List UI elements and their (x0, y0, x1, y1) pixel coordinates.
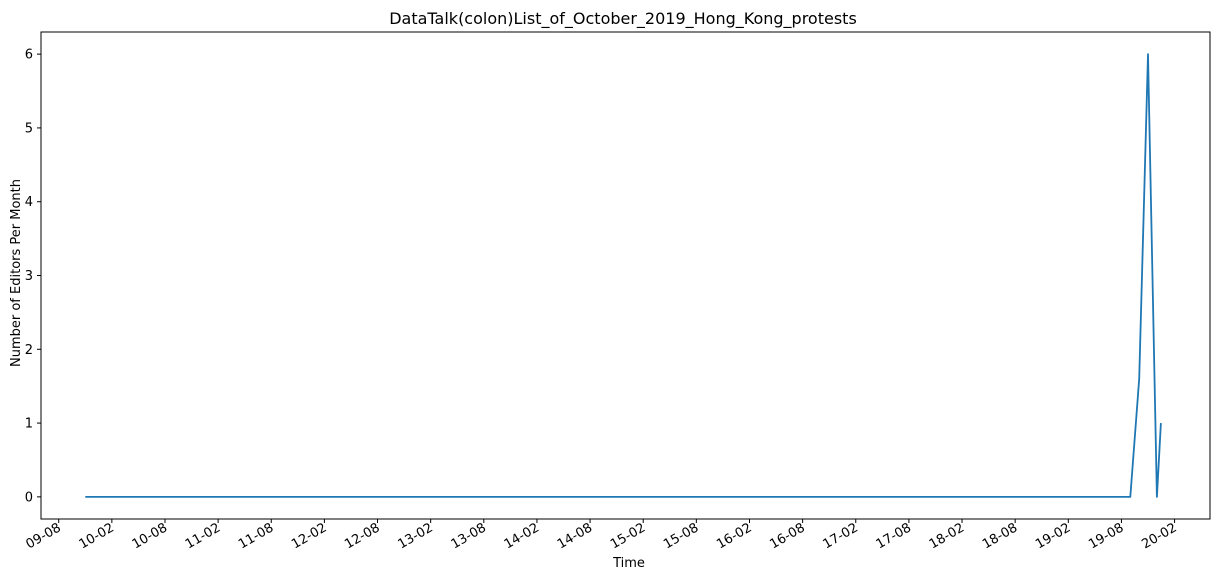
x-tick-label: 17-08 (874, 520, 914, 552)
x-tick-label: 19-02 (1033, 520, 1073, 552)
y-tick-label: 0 (25, 490, 33, 505)
y-tick-label: 4 (25, 195, 33, 210)
x-tick-label: 20-02 (1139, 520, 1179, 552)
chart-title: DataTalk(colon)List_of_October_2019_Hong… (389, 9, 857, 29)
series-line-1 (85, 53, 1162, 498)
y-axis-label: Number of Editors Per Month (9, 179, 24, 367)
x-tick-label: 09-08 (23, 520, 63, 552)
x-tick-label: 16-02 (714, 520, 754, 552)
y-tick-label: 6 (25, 48, 33, 63)
x-tick-label: 14-08 (555, 520, 595, 552)
plot-area (40, 31, 1211, 520)
x-axis: 09-08 10-02 10-08 11-02 11-08 12-02 12-08 13-02… (23, 519, 1180, 552)
x-tick-label: 15-08 (661, 520, 701, 552)
x-tick-label: 10-02 (77, 520, 117, 552)
x-tick-label: 17-02 (821, 520, 861, 552)
y-tick-label: 5 (25, 121, 33, 136)
x-tick-label: 14-02 (502, 520, 542, 552)
x-tick-label: 13-02 (395, 520, 435, 552)
y-tick-label: 1 (25, 417, 33, 432)
x-tick-label: 13-08 (449, 520, 489, 552)
x-tick-label: 18-08 (980, 520, 1020, 552)
y-axis: 0 1 2 3 4 5 6 (25, 48, 41, 505)
x-tick-label: 12-08 (342, 520, 382, 552)
x-tick-label: 10-08 (130, 520, 170, 552)
x-tick-label: 19-08 (1086, 520, 1126, 552)
y-tick-label: 2 (25, 343, 33, 358)
x-tick-label: 11-02 (183, 520, 223, 552)
x-axis-label: Time (612, 556, 645, 571)
series-layer (85, 53, 1162, 498)
x-tick-label: 12-02 (289, 520, 329, 552)
x-tick-label: 18-02 (927, 520, 967, 552)
x-tick-label: 11-08 (236, 520, 276, 552)
x-tick-label: 16-08 (767, 520, 807, 552)
y-tick-label: 3 (25, 269, 33, 284)
x-tick-label: 15-02 (608, 520, 648, 552)
